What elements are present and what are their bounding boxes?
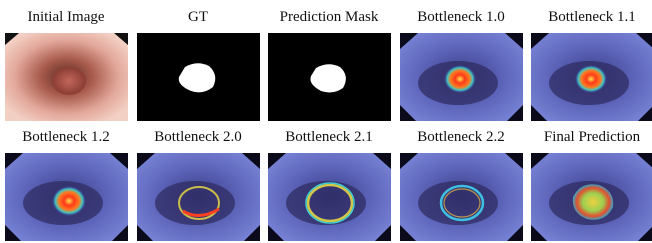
heatmap: [137, 153, 260, 241]
panel-label: GT: [188, 9, 208, 25]
heatmap: [268, 153, 391, 241]
panel-label: Bottleneck 1.0: [417, 9, 504, 25]
gt-mask: [137, 33, 260, 121]
panel-label: Bottleneck 1.2: [22, 129, 109, 145]
heatmap: [531, 33, 652, 121]
panel-label: Final Prediction: [544, 129, 641, 145]
heatmap: [5, 153, 128, 241]
heatmap: [400, 33, 523, 121]
prediction-mask: [268, 33, 391, 121]
heatmap: [400, 153, 523, 241]
panel-label: Bottleneck 2.1: [285, 129, 372, 145]
heatmap: [531, 153, 652, 241]
panel-label: Prediction Mask: [280, 9, 379, 25]
panel-label: Bottleneck 2.0: [154, 129, 241, 145]
panel-label: Bottleneck 1.1: [548, 9, 635, 25]
panel-label: Initial Image: [27, 9, 104, 25]
figure: Initial Image GT Prediction Mask Bottlen…: [0, 0, 652, 243]
panel-label: Bottleneck 2.2: [417, 129, 504, 145]
initial-image: [5, 33, 128, 121]
